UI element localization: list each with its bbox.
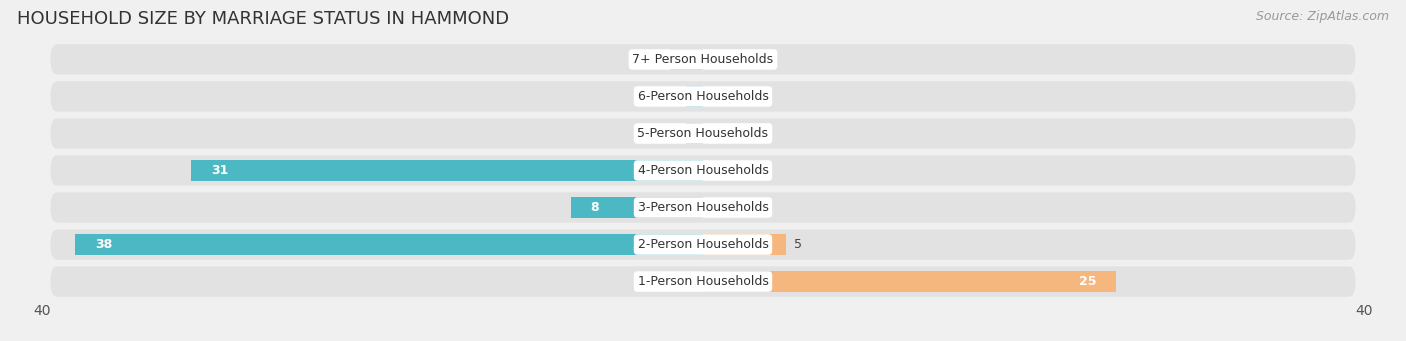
Text: 0: 0: [711, 127, 720, 140]
FancyBboxPatch shape: [51, 44, 1355, 75]
Text: 6-Person Households: 6-Person Households: [637, 90, 769, 103]
Text: Source: ZipAtlas.com: Source: ZipAtlas.com: [1256, 10, 1389, 23]
FancyBboxPatch shape: [51, 81, 1355, 112]
Text: 0: 0: [711, 90, 720, 103]
Text: HOUSEHOLD SIZE BY MARRIAGE STATUS IN HAMMOND: HOUSEHOLD SIZE BY MARRIAGE STATUS IN HAM…: [17, 10, 509, 28]
Text: 0: 0: [711, 53, 720, 66]
Text: 5: 5: [794, 238, 801, 251]
Text: 5-Person Households: 5-Person Households: [637, 127, 769, 140]
Text: 2: 2: [654, 53, 662, 66]
Text: 1: 1: [671, 90, 678, 103]
Bar: [703, 234, 786, 255]
Text: 1: 1: [671, 127, 678, 140]
Bar: [703, 271, 1116, 292]
Text: 3-Person Households: 3-Person Households: [637, 201, 769, 214]
Text: 4-Person Households: 4-Person Households: [637, 164, 769, 177]
Bar: [75, 234, 703, 255]
FancyBboxPatch shape: [51, 192, 1355, 223]
FancyBboxPatch shape: [51, 155, 1355, 186]
FancyBboxPatch shape: [51, 229, 1355, 260]
Bar: [191, 160, 703, 181]
Text: 0: 0: [711, 201, 720, 214]
Text: 31: 31: [211, 164, 228, 177]
Bar: [686, 123, 703, 144]
Text: 0: 0: [711, 164, 720, 177]
Text: 38: 38: [96, 238, 112, 251]
FancyBboxPatch shape: [51, 266, 1355, 297]
Text: 2-Person Households: 2-Person Households: [637, 238, 769, 251]
FancyBboxPatch shape: [51, 118, 1355, 149]
Text: 1-Person Households: 1-Person Households: [637, 275, 769, 288]
Bar: [686, 86, 703, 107]
Bar: [571, 197, 703, 218]
Text: 8: 8: [591, 201, 599, 214]
Bar: [669, 49, 703, 70]
Text: 25: 25: [1078, 275, 1097, 288]
Text: 7+ Person Households: 7+ Person Households: [633, 53, 773, 66]
